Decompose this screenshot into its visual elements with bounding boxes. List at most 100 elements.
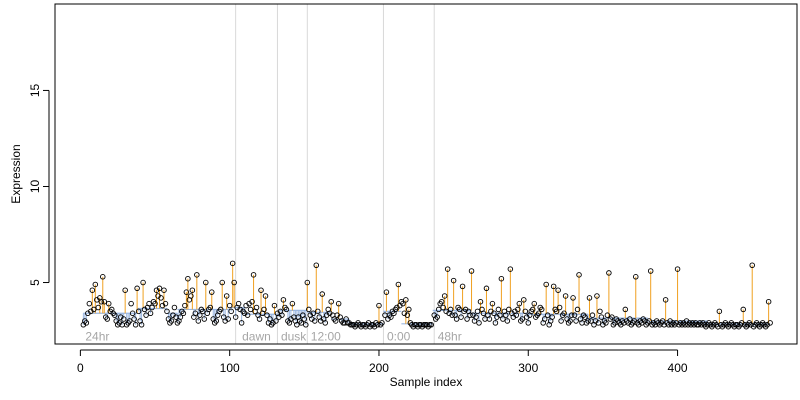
data-point (195, 318, 202, 324)
data-point (279, 312, 285, 318)
highlighted-point (101, 298, 108, 305)
data-point (147, 310, 154, 317)
data-point (404, 312, 411, 318)
data-point (95, 304, 102, 311)
highlighted-point (662, 297, 669, 303)
highlighted-point (468, 268, 475, 274)
data-point (235, 300, 242, 307)
x-tick-label: 100 (220, 361, 240, 375)
highlighted-point (280, 297, 287, 303)
annotation-label: 12:00 (311, 329, 341, 343)
highlighted-point (550, 283, 557, 290)
data-point (213, 318, 219, 324)
data-point (126, 318, 133, 324)
highlighted-point (441, 293, 448, 299)
highlighted-point (105, 300, 112, 307)
highlighted-point (444, 266, 451, 272)
highlighted-point (262, 293, 269, 299)
highlighted-point (250, 272, 257, 278)
data-point (273, 318, 279, 324)
highlighted-point (183, 289, 190, 295)
data-point (228, 308, 234, 315)
highlighted-point (450, 277, 457, 284)
data-point (492, 320, 499, 326)
data-point (428, 322, 434, 328)
data-point (171, 304, 178, 311)
highlighted-point (271, 302, 278, 309)
data-point (400, 300, 406, 307)
data-point (585, 318, 591, 324)
data-point (267, 316, 273, 322)
data-point (568, 312, 575, 318)
data-point (513, 312, 520, 318)
highlighted-point (576, 272, 582, 278)
data-point (132, 322, 139, 328)
highlighted-point (231, 279, 237, 286)
data-point (197, 312, 203, 318)
data-point (379, 320, 385, 326)
data-point (322, 320, 328, 326)
highlighted-point (395, 281, 402, 288)
data-point (556, 304, 563, 311)
data-point (207, 304, 214, 311)
data-point (146, 300, 152, 307)
highlighted-point (134, 285, 140, 292)
highlighted-point (594, 293, 600, 299)
highlighted-point (313, 262, 320, 268)
data-point (261, 306, 267, 313)
data-point (582, 314, 588, 320)
x-axis: 0 100 200 300 400 (77, 349, 688, 375)
highlighted-point (194, 272, 200, 278)
highlighted-point (406, 306, 412, 313)
highlighted-point (531, 300, 537, 307)
highlighted-point (765, 298, 772, 305)
data-point (571, 312, 578, 318)
highlighted-point (92, 281, 99, 288)
highlighted-point (606, 270, 612, 276)
highlighted-point (209, 289, 215, 295)
highlighted-point (189, 287, 196, 293)
x-tick-label: 400 (668, 361, 688, 375)
highlighted-point (185, 275, 191, 282)
highlighted-point (586, 295, 593, 301)
data-point (500, 316, 506, 322)
data-point (226, 302, 233, 309)
highlighted-point (633, 274, 639, 280)
data-point (574, 306, 581, 313)
data-point (449, 312, 455, 318)
data-point (138, 322, 145, 328)
highlighted-point (570, 295, 576, 301)
highlighted-point (740, 306, 747, 313)
highlighted-point (376, 302, 382, 309)
data-point (598, 314, 605, 320)
annotation-labels: 24hr dawn dusk 12:00 0:00 48hr (85, 329, 461, 343)
highlighted-point (749, 262, 755, 268)
data-point (447, 306, 454, 313)
data-point (188, 293, 194, 299)
data-point (486, 316, 493, 322)
data-point (474, 308, 481, 315)
highlighted-point (319, 291, 325, 297)
data-point (177, 314, 184, 320)
data-point (294, 322, 300, 328)
data-point (149, 304, 155, 311)
data-point (480, 310, 487, 317)
data-point (225, 316, 231, 322)
y-axis: 5 10 15 (28, 83, 50, 286)
data-point (767, 320, 773, 326)
highlighted-point (647, 268, 654, 274)
data-point (264, 312, 270, 318)
annotation-label: dawn (242, 329, 271, 343)
data-point (567, 318, 573, 324)
data-point (232, 314, 239, 320)
data-point (549, 314, 555, 320)
data-point (503, 312, 509, 318)
data-point (249, 298, 255, 305)
plot-frame (54, 3, 798, 345)
data-point (111, 312, 118, 318)
annotation-label: 24hr (85, 329, 109, 343)
data-point (604, 312, 611, 318)
data-point (597, 308, 603, 315)
highlighted-point (716, 308, 723, 315)
